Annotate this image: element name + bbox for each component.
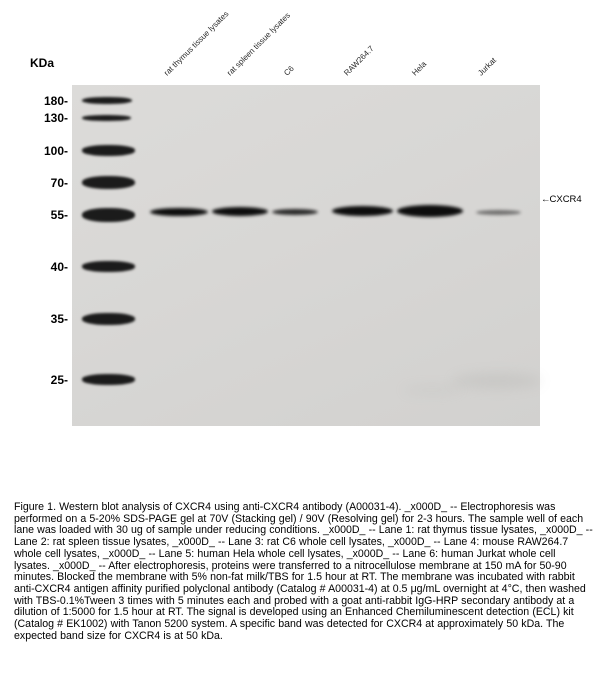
ladder-band-25 — [82, 374, 135, 385]
ladder-band-40 — [82, 261, 135, 272]
sample-band-lane-2 — [212, 207, 268, 216]
sample-band-lane-3 — [272, 209, 318, 215]
sample-band-lane-1 — [150, 208, 208, 216]
mw-marker-70: 70- — [50, 176, 68, 190]
mw-marker-130: 130- — [43, 111, 68, 125]
ladder-band-70 — [82, 176, 135, 189]
band-annotation: ←CXCR4 — [541, 194, 582, 205]
lane-6-label: Jurkat — [476, 55, 498, 78]
gel-artifact — [452, 373, 542, 389]
mw-marker-180: 180- — [43, 94, 68, 108]
sample-band-lane-4 — [332, 206, 393, 216]
lane-3-label: C6 — [282, 63, 296, 78]
sample-band-lane-6 — [476, 210, 521, 215]
ladder-band-180 — [82, 97, 132, 104]
ladder-band-130 — [82, 115, 131, 121]
left-arrow-icon: ← — [541, 194, 550, 205]
sample-band-lane-5 — [397, 205, 463, 217]
ladder-band-35 — [82, 313, 135, 325]
mw-marker-25: 25- — [50, 373, 68, 387]
mw-marker-40: 40- — [50, 260, 68, 274]
kda-label: KDa — [30, 56, 55, 70]
ladder-band-55 — [82, 208, 135, 222]
figure-caption: Figure 1. Western blot analysis of CXCR4… — [14, 501, 593, 642]
mw-marker-100: 100- — [43, 144, 68, 158]
mw-marker-55: 55- — [50, 208, 68, 222]
lane-1-label: rat thymus tissue lysates — [162, 9, 231, 78]
mw-marker-35: 35- — [50, 312, 68, 326]
lane-5-label: Hela — [410, 59, 429, 78]
lane-4-label: RAW264.7 — [342, 44, 376, 78]
gel-artifact — [402, 385, 462, 395]
band-annotation-label: CXCR4 — [549, 194, 582, 205]
gel-image — [72, 85, 542, 426]
ladder-band-100 — [82, 145, 135, 156]
